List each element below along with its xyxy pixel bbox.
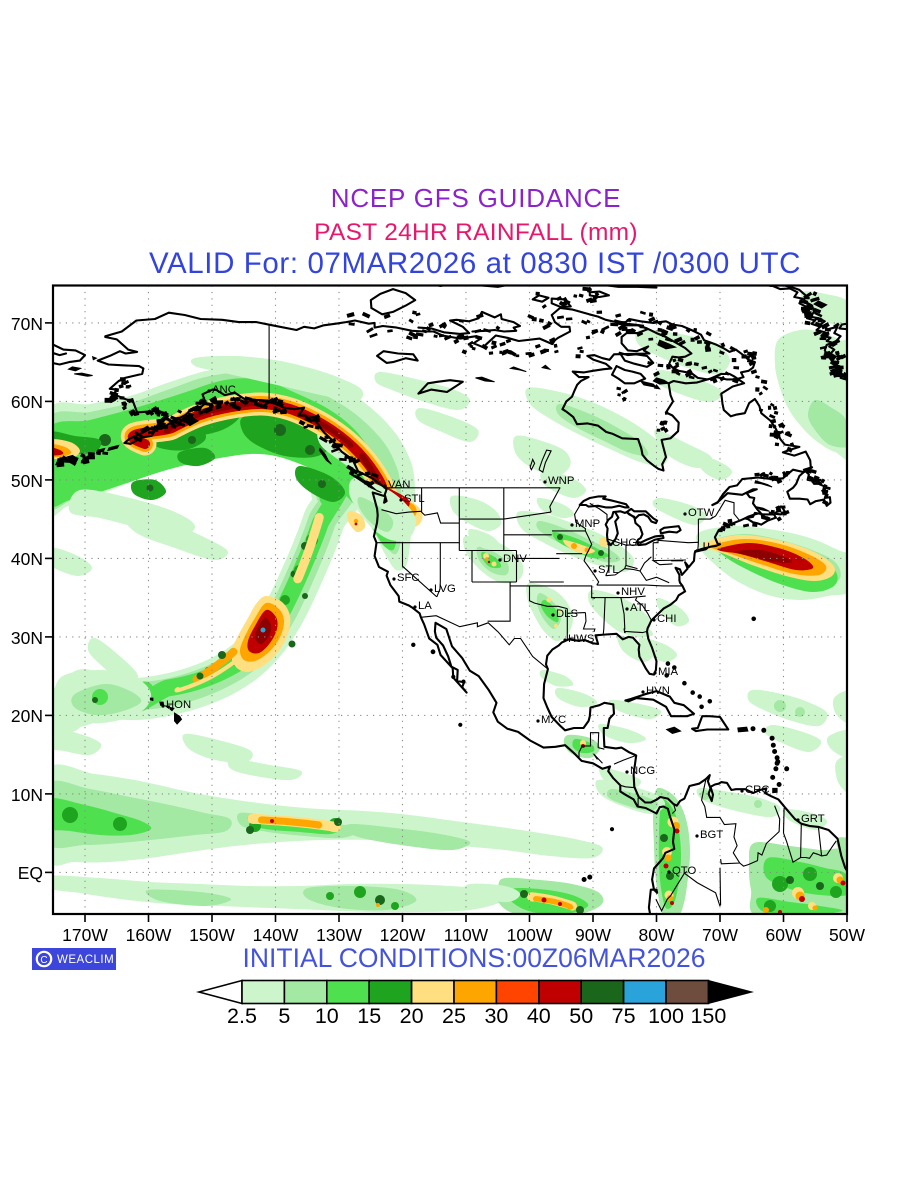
svg-text:STL: STL xyxy=(404,493,425,505)
svg-text:100: 100 xyxy=(648,1004,684,1028)
svg-text:60W: 60W xyxy=(766,925,802,945)
svg-text:110W: 110W xyxy=(444,925,489,945)
svg-text:2.5: 2.5 xyxy=(227,1004,257,1028)
svg-text:BGT: BGT xyxy=(700,829,723,841)
svg-text:WEACLIM: WEACLIM xyxy=(57,954,114,966)
svg-text:120W: 120W xyxy=(380,925,426,945)
svg-text:20: 20 xyxy=(400,1004,424,1028)
svg-text:DNV: DNV xyxy=(503,553,527,565)
svg-text:75: 75 xyxy=(612,1004,636,1028)
svg-text:150: 150 xyxy=(690,1004,726,1028)
svg-text:ATL: ATL xyxy=(630,602,650,614)
svg-text:100W: 100W xyxy=(507,925,553,945)
svg-text:10: 10 xyxy=(315,1004,339,1028)
svg-text:HON: HON xyxy=(166,699,191,711)
svg-text:30: 30 xyxy=(484,1004,508,1028)
svg-text:15: 15 xyxy=(357,1004,381,1028)
svg-text:SFC: SFC xyxy=(397,572,420,584)
svg-text:HWS: HWS xyxy=(568,633,595,645)
svg-text:20N: 20N xyxy=(11,706,43,726)
svg-text:NCEP GFS GUIDANCE: NCEP GFS GUIDANCE xyxy=(331,183,622,213)
svg-text:LA: LA xyxy=(418,600,432,612)
svg-text:STL: STL xyxy=(598,564,619,576)
svg-text:MXC: MXC xyxy=(541,714,566,726)
svg-text:70N: 70N xyxy=(11,314,43,334)
svg-text:MNP: MNP xyxy=(575,518,600,530)
svg-text:170W: 170W xyxy=(62,925,108,945)
svg-text:INITIAL CONDITIONS:00Z06MAR202: INITIAL CONDITIONS:00Z06MAR2026 xyxy=(243,943,706,973)
svg-text:NHV: NHV xyxy=(621,586,645,598)
svg-text:LVG: LVG xyxy=(434,583,456,595)
svg-text:150W: 150W xyxy=(189,925,235,945)
svg-text:GRT: GRT xyxy=(801,813,825,825)
svg-text:50N: 50N xyxy=(11,471,43,491)
svg-text:140W: 140W xyxy=(253,925,299,945)
svg-text:C: C xyxy=(40,955,47,966)
svg-text:EQ: EQ xyxy=(18,863,43,883)
svg-text:10N: 10N xyxy=(11,785,43,805)
svg-text:NCG: NCG xyxy=(630,765,655,777)
svg-text:ANC: ANC xyxy=(212,384,236,396)
svg-text:WNP: WNP xyxy=(548,475,574,487)
svg-text:5: 5 xyxy=(278,1004,290,1028)
svg-text:90W: 90W xyxy=(575,925,611,945)
svg-text:50: 50 xyxy=(569,1004,593,1028)
svg-text:50W: 50W xyxy=(829,925,865,945)
svg-text:60N: 60N xyxy=(11,392,43,412)
svg-text:25: 25 xyxy=(442,1004,466,1028)
svg-text:CHG: CHG xyxy=(612,537,637,549)
svg-text:160W: 160W xyxy=(126,925,172,945)
svg-text:QTO: QTO xyxy=(672,865,696,877)
svg-text:40N: 40N xyxy=(11,549,43,569)
svg-text:CHI: CHI xyxy=(657,613,676,625)
svg-text:70W: 70W xyxy=(702,925,738,945)
svg-text:PAST 24HR RAINFALL (mm): PAST 24HR RAINFALL (mm) xyxy=(314,219,638,246)
svg-text:DLS: DLS xyxy=(556,608,578,620)
svg-text:80W: 80W xyxy=(639,925,675,945)
svg-text:40: 40 xyxy=(527,1004,551,1028)
svg-text:130W: 130W xyxy=(316,925,362,945)
svg-text:CRC: CRC xyxy=(745,784,769,796)
svg-text:OTW: OTW xyxy=(688,507,715,519)
svg-text:VAN: VAN xyxy=(388,479,410,491)
svg-text:30N: 30N xyxy=(11,628,43,648)
svg-text:VALID For: 07MAR2026 at 0830 I: VALID For: 07MAR2026 at 0830 IST /0300 U… xyxy=(149,247,801,280)
svg-text:HVN: HVN xyxy=(646,685,670,697)
svg-text:MIA: MIA xyxy=(658,666,679,678)
